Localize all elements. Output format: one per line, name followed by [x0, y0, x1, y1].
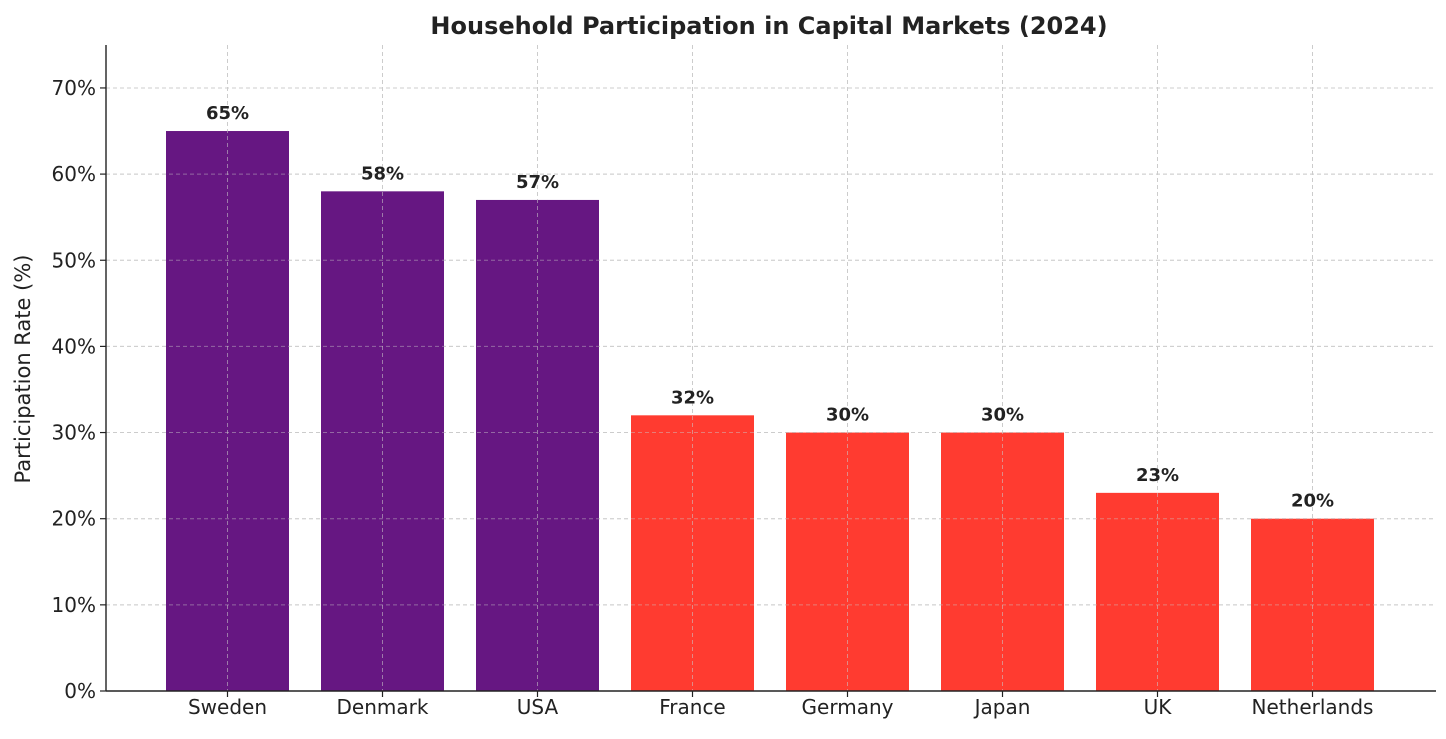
y-axis-label: Participation Rate (%) — [11, 255, 35, 484]
x-tick-label: Sweden — [188, 695, 267, 719]
bars — [106, 45, 1436, 691]
y-tick-label: 0% — [64, 679, 96, 703]
x-tick-label: France — [659, 695, 726, 719]
x-tick-label: Japan — [973, 695, 1031, 719]
bar-denmark — [321, 191, 444, 691]
data-labels: 65% 58% 57% 32% 30% 30% 23% 20% — [206, 103, 1334, 512]
x-tick-label: USA — [517, 695, 559, 719]
data-label: 32% — [671, 387, 714, 408]
bar-japan — [941, 432, 1064, 691]
x-tick-label: Denmark — [337, 695, 429, 719]
x-tick-label: Netherlands — [1252, 695, 1374, 719]
grid-lines — [106, 45, 1436, 691]
data-label: 58% — [361, 163, 404, 184]
axes: 0% 10% 20% 30% 40% 50% 60% 70% Sweden Denmark USA F… — [52, 45, 1436, 719]
y-tick-label: 10% — [52, 593, 96, 617]
y-tick-label: 70% — [52, 76, 96, 100]
y-tick-label: 50% — [52, 248, 96, 272]
y-tick-label: 40% — [52, 334, 96, 358]
x-tick-label: UK — [1144, 695, 1173, 719]
data-label: 65% — [206, 103, 249, 124]
bar-germany — [786, 432, 909, 691]
data-label: 30% — [981, 405, 1024, 426]
y-tick-label: 30% — [52, 421, 96, 445]
data-label: 57% — [516, 172, 559, 193]
data-label: 23% — [1136, 465, 1179, 486]
data-label: 20% — [1291, 491, 1334, 512]
chart-title: Household Participation in Capital Marke… — [430, 12, 1107, 40]
y-tick-label: 20% — [52, 507, 96, 531]
y-tick-label: 60% — [52, 162, 96, 186]
x-tick-label: Germany — [802, 695, 894, 719]
data-label: 30% — [826, 405, 869, 426]
